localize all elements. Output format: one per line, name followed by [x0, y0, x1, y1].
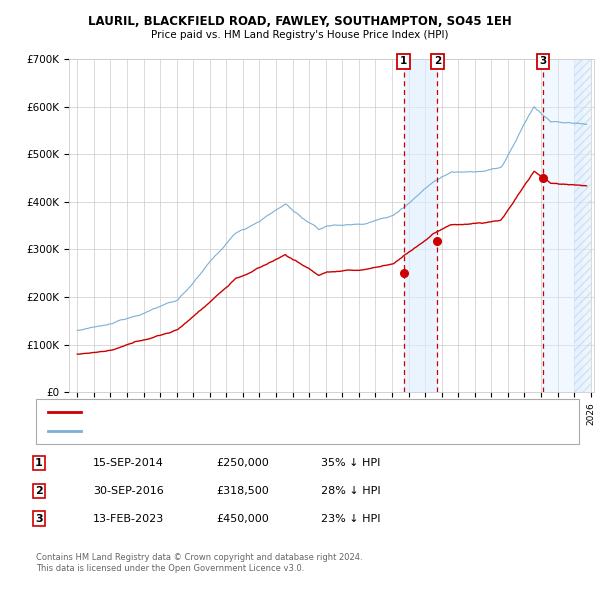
Text: 28% ↓ HPI: 28% ↓ HPI: [321, 486, 380, 496]
Text: 1: 1: [400, 57, 407, 67]
Text: £318,500: £318,500: [216, 486, 269, 496]
Text: 13-FEB-2023: 13-FEB-2023: [93, 514, 164, 523]
Text: Price paid vs. HM Land Registry's House Price Index (HPI): Price paid vs. HM Land Registry's House …: [151, 30, 449, 40]
Text: HPI: Average price, detached house, New Forest: HPI: Average price, detached house, New …: [87, 427, 316, 436]
Text: 1: 1: [35, 458, 43, 468]
Bar: [404, 59, 437, 392]
Bar: [543, 59, 583, 392]
Text: £450,000: £450,000: [216, 514, 269, 523]
Text: 2: 2: [434, 57, 441, 67]
Text: 15-SEP-2014: 15-SEP-2014: [93, 458, 164, 468]
Text: 2: 2: [35, 486, 43, 496]
Text: 3: 3: [539, 57, 547, 67]
Text: 3: 3: [35, 514, 43, 523]
Text: LAURIL, BLACKFIELD ROAD, FAWLEY, SOUTHAMPTON, SO45 1EH: LAURIL, BLACKFIELD ROAD, FAWLEY, SOUTHAM…: [88, 15, 512, 28]
Text: 23% ↓ HPI: 23% ↓ HPI: [321, 514, 380, 523]
Text: £250,000: £250,000: [216, 458, 269, 468]
Text: LAURIL, BLACKFIELD ROAD, FAWLEY, SOUTHAMPTON, SO45 1EH (detached house): LAURIL, BLACKFIELD ROAD, FAWLEY, SOUTHAM…: [87, 407, 477, 417]
Text: Contains HM Land Registry data © Crown copyright and database right 2024.: Contains HM Land Registry data © Crown c…: [36, 553, 362, 562]
Text: 35% ↓ HPI: 35% ↓ HPI: [321, 458, 380, 468]
Text: This data is licensed under the Open Government Licence v3.0.: This data is licensed under the Open Gov…: [36, 565, 304, 573]
Text: 30-SEP-2016: 30-SEP-2016: [93, 486, 164, 496]
Bar: [574, 59, 590, 392]
